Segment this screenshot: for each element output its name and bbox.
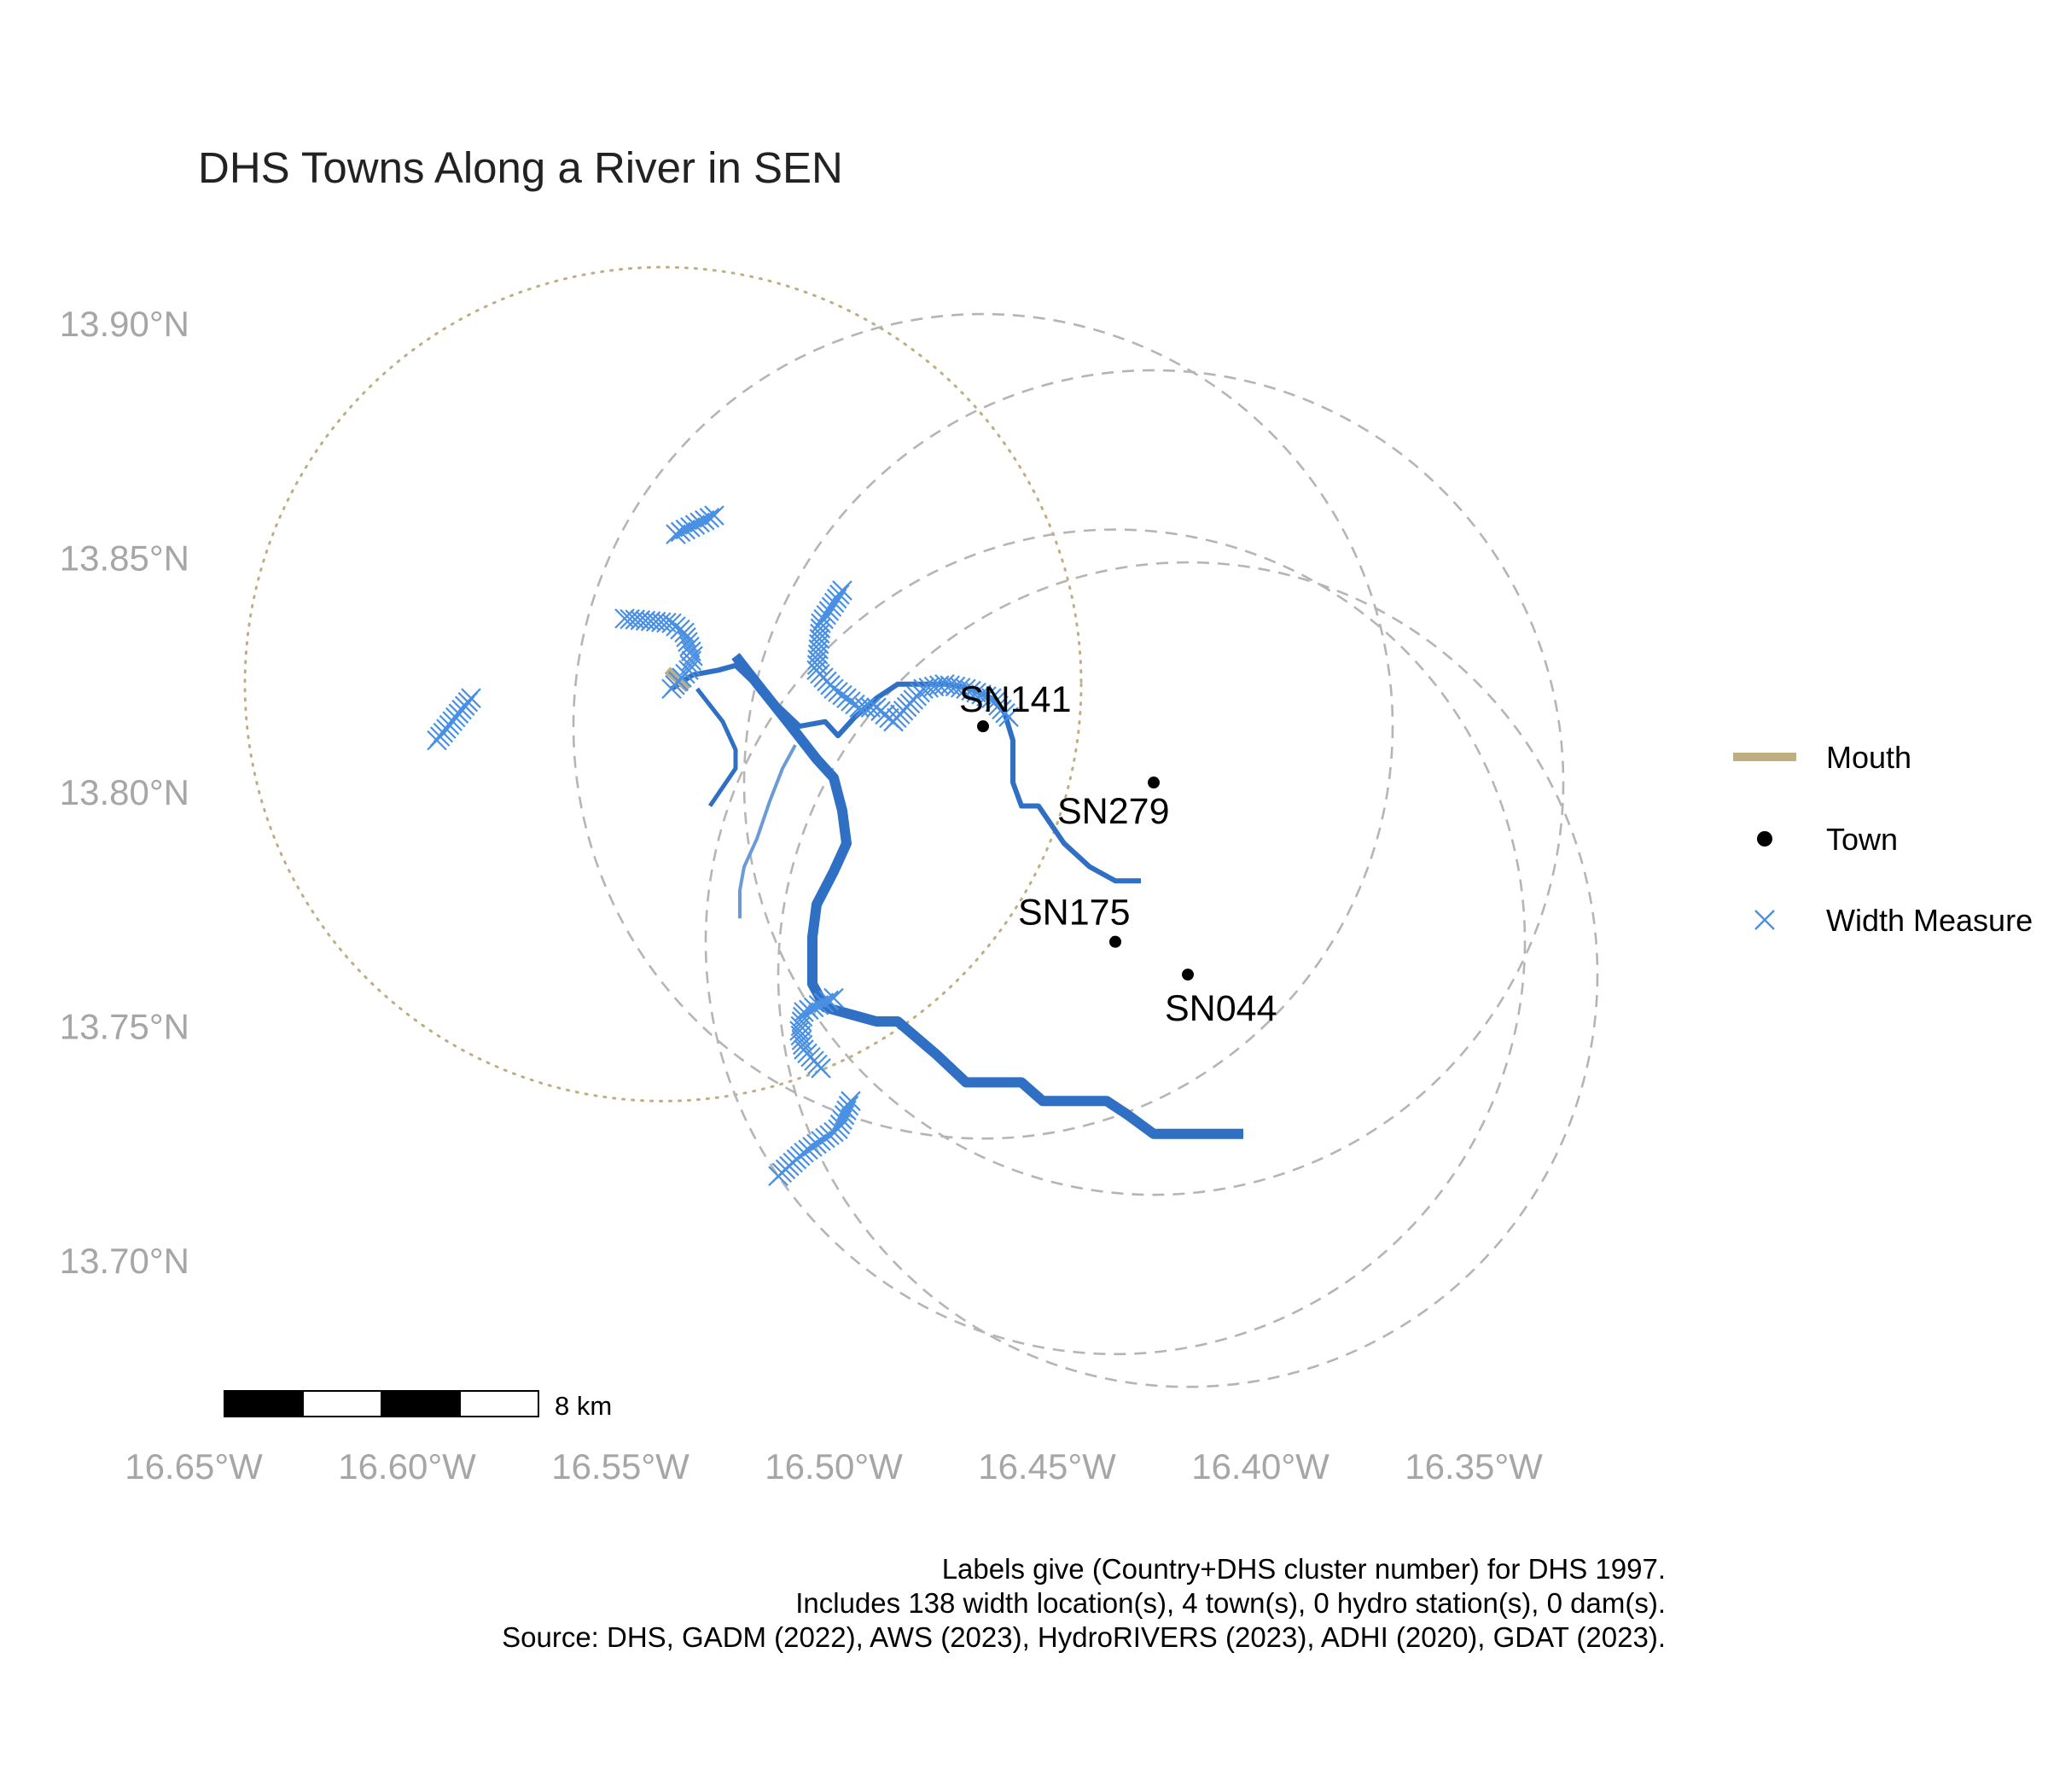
width-measure-mark (666, 524, 686, 544)
width-measure-mark (811, 1058, 831, 1079)
scale-bar-segment-3 (381, 1390, 461, 1417)
width-measure-mark (813, 992, 835, 1013)
scale-bar-label: 8 km (555, 1391, 612, 1421)
width-measure-mark (971, 684, 992, 705)
town-layer: SN141 SN279 SN175 SN044 (959, 679, 1277, 1029)
width-measure-mark (798, 1139, 818, 1161)
width-measure-mark (704, 505, 724, 526)
width-measure-mark (828, 1119, 848, 1140)
y-tick-label: 13.80°N (60, 772, 189, 812)
town-buffer-circle (742, 369, 1565, 1196)
width-measure-mark (815, 1127, 835, 1149)
x-axis-ticks: 16.65°W 16.60°W 16.55°W 16.50°W 16.45°W 16.40… (125, 1446, 1543, 1487)
width-measure-mark (694, 509, 715, 531)
x-tick-label: 16.65°W (125, 1446, 263, 1487)
town-label: SN279 (1057, 791, 1169, 832)
river-side-channel (738, 744, 797, 919)
legend-label: Town (1826, 822, 1898, 857)
x-tick-label: 16.35°W (1405, 1446, 1543, 1487)
legend-label: Width Measure (1826, 903, 2033, 938)
town-point (1182, 969, 1194, 981)
scale-bar: 8 km (224, 1390, 612, 1421)
width-measure-mark (768, 1166, 788, 1186)
width-measure-mark (823, 1121, 844, 1143)
scale-bar-segment-1 (224, 1390, 304, 1417)
mouth-buffer-circle (243, 265, 1083, 1103)
town-point (1148, 777, 1160, 789)
river-branch (695, 687, 738, 807)
width-measure-mark (661, 678, 682, 699)
width-measure-mark (976, 686, 997, 707)
y-tick-label: 13.90°N (60, 304, 189, 344)
width-measure-mark (819, 1125, 840, 1145)
width-measure-mark (928, 675, 950, 695)
caption: Labels give (Country+DHS cluster number)… (502, 1553, 1666, 1653)
y-tick-label: 13.85°N (60, 538, 189, 579)
width-measure-mark (806, 1133, 827, 1155)
scale-bar-segment-4 (459, 1390, 539, 1417)
width-measure-mark (675, 519, 696, 540)
width-measure-layer (427, 505, 1019, 1186)
y-tick-label: 13.75°N (60, 1007, 189, 1047)
scale-bar-segment-2 (302, 1390, 382, 1417)
width-measure-mark (802, 1137, 823, 1157)
town-point (977, 720, 989, 733)
legend-label: Mouth (1826, 740, 1911, 775)
legend-key-width-measure (1754, 910, 1775, 930)
buffer-layer (243, 265, 1599, 1388)
legend-key-town (1757, 831, 1772, 847)
town-label: SN141 (959, 679, 1071, 720)
width-measure-mark (961, 680, 981, 701)
town-point (1109, 935, 1121, 948)
x-tick-label: 16.45°W (978, 1446, 1116, 1487)
width-measure-mark (461, 688, 481, 708)
width-measure-mark (699, 508, 720, 528)
width-measure-mark (823, 987, 844, 1009)
x-tick-label: 16.55°W (551, 1446, 689, 1487)
width-measure-mark (998, 707, 1019, 727)
river-layer (670, 653, 1243, 1139)
x-tick-label: 16.60°W (338, 1446, 476, 1487)
width-measure-mark (803, 997, 824, 1018)
town-label: SN044 (1165, 988, 1277, 1029)
width-measure-mark (808, 995, 829, 1015)
y-tick-label: 13.70°N (60, 1241, 189, 1281)
width-measure-mark (684, 515, 706, 535)
width-measure-mark (811, 1131, 831, 1151)
town-label: SN175 (1018, 893, 1130, 934)
legend: Mouth Town Width Measure (1733, 740, 2033, 938)
y-axis-ticks: 13.90°N 13.85°N 13.80°N 13.75°N 13.70°N (60, 304, 189, 1281)
town-buffer-circle (777, 561, 1599, 1388)
town-buffer-circle (572, 312, 1394, 1140)
width-measure-mark (956, 678, 976, 699)
caption-line: Includes 138 width location(s), 4 town(s… (795, 1587, 1666, 1619)
caption-line: Source: DHS, GADM (2022), AWS (2023), Hy… (502, 1621, 1666, 1653)
width-measure-mark (966, 682, 986, 703)
x-tick-label: 16.40°W (1191, 1446, 1329, 1487)
width-measure-mark (670, 521, 691, 543)
width-measure-mark (680, 517, 701, 538)
caption-line: Labels give (Country+DHS cluster number)… (942, 1553, 1666, 1585)
width-measure-mark (818, 990, 839, 1011)
width-measure-mark (689, 512, 710, 533)
map-title: DHS Towns Along a River in SEN (198, 143, 843, 192)
x-tick-label: 16.50°W (765, 1446, 903, 1487)
town-buffer-circle (704, 528, 1527, 1356)
